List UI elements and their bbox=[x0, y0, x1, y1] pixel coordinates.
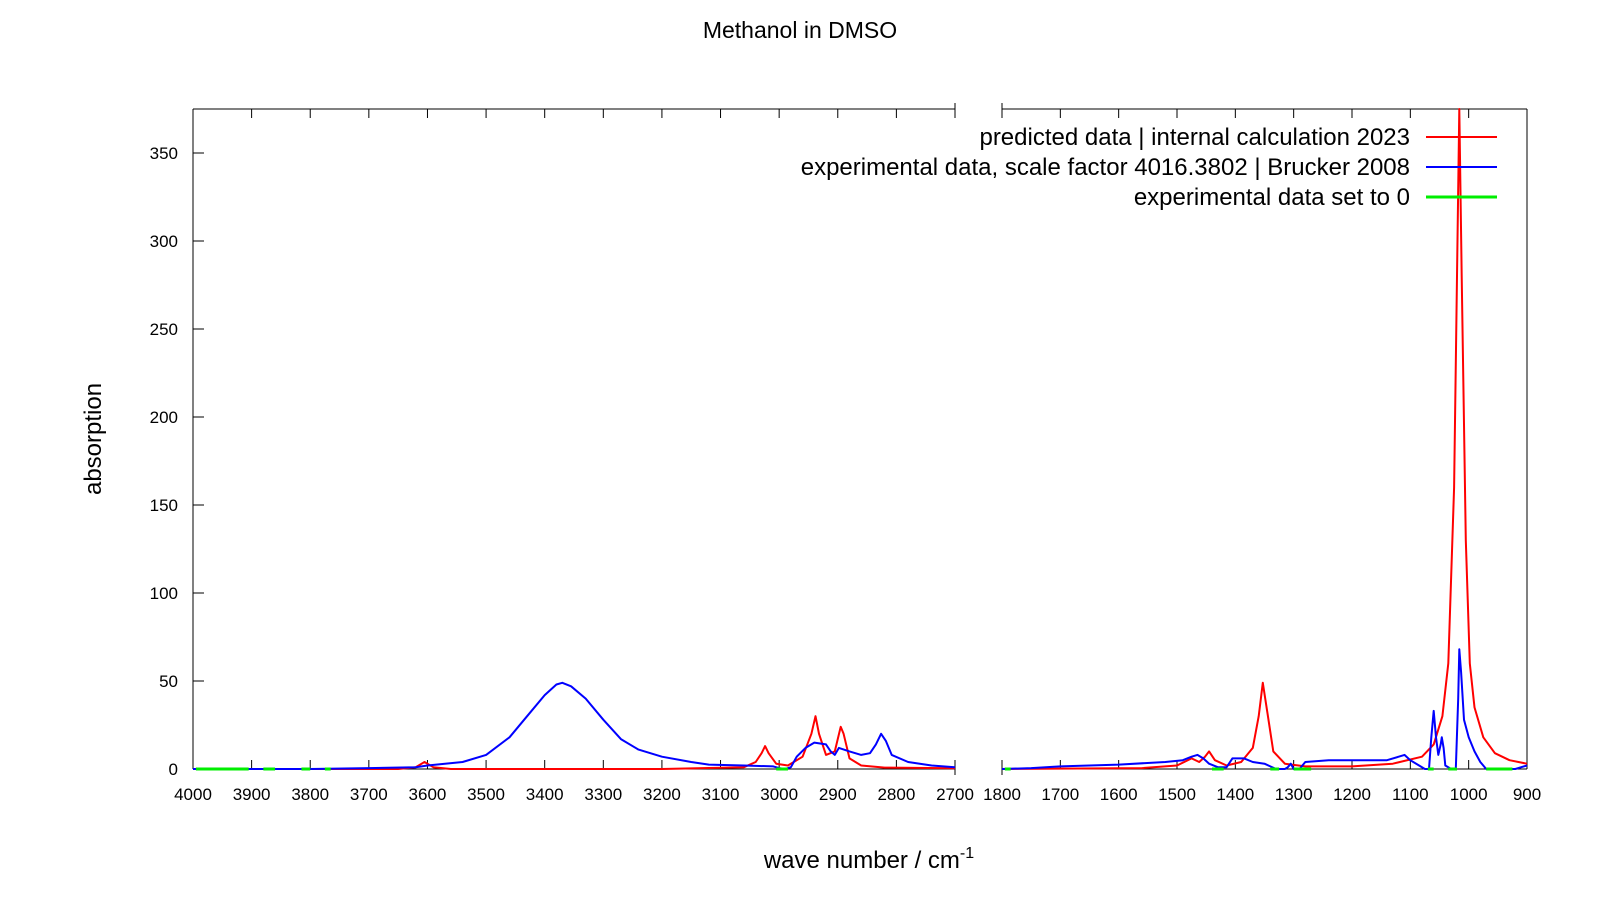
plot-panels: 4000 3900 3800 3700 3600 3500 3400 3300 3200 3100… bbox=[150, 103, 1541, 804]
y-tick-label: 0 bbox=[169, 760, 178, 779]
x-tick-label: 1200 bbox=[1333, 785, 1371, 804]
x-tick-label: 1400 bbox=[1216, 785, 1254, 804]
series-line bbox=[193, 715, 956, 770]
x-tick-label: 3600 bbox=[409, 785, 447, 804]
x-axis-label-exponent: -1 bbox=[960, 845, 974, 862]
y-tick-label: 150 bbox=[150, 496, 178, 515]
x-axis-label: wave number / cm-1 bbox=[763, 845, 974, 874]
x-tick-label: 900 bbox=[1513, 785, 1541, 804]
x-tick-label: 3200 bbox=[643, 785, 681, 804]
y-axis-label: absorption bbox=[80, 383, 107, 495]
series-line bbox=[1001, 108, 1528, 770]
y-tick-label: 100 bbox=[150, 584, 178, 603]
legend: predicted data | internal calculation 20… bbox=[801, 124, 1497, 211]
series-layer bbox=[193, 108, 1528, 771]
x-tick-label: 2800 bbox=[877, 785, 915, 804]
x-tick-label: 3400 bbox=[526, 785, 564, 804]
x-tick-label: 3500 bbox=[467, 785, 505, 804]
x-tick-label: 3700 bbox=[350, 785, 388, 804]
y-tick-label: 350 bbox=[150, 144, 178, 163]
series-line bbox=[193, 681, 956, 770]
x-tick-label: 3000 bbox=[760, 785, 798, 804]
x-tick-label: 1800 bbox=[983, 785, 1021, 804]
x-tick-label: 2700 bbox=[936, 785, 974, 804]
y-tick-label: 250 bbox=[150, 320, 178, 339]
x-tick-label: 3300 bbox=[584, 785, 622, 804]
x-tick-label: 3800 bbox=[291, 785, 329, 804]
y-tick-label: 200 bbox=[150, 408, 178, 427]
x-tick-label: 1300 bbox=[1275, 785, 1313, 804]
x-tick-label: 3100 bbox=[702, 785, 740, 804]
x-tick-label: 1600 bbox=[1100, 785, 1138, 804]
x-tick-label: 1500 bbox=[1158, 785, 1196, 804]
y-tick-label: 300 bbox=[150, 232, 178, 251]
y-tick-label: 50 bbox=[159, 672, 178, 691]
x-tick-label: 1100 bbox=[1392, 785, 1429, 804]
x-tick-label: 3900 bbox=[233, 785, 271, 804]
series-line bbox=[1001, 648, 1528, 770]
legend-label: experimental data, scale factor 4016.380… bbox=[801, 154, 1410, 181]
x-tick-label: 4000 bbox=[174, 785, 212, 804]
chart-title: Methanol in DMSO bbox=[703, 17, 897, 43]
x-tick-label: 1000 bbox=[1450, 785, 1488, 804]
legend-label: predicted data | internal calculation 20… bbox=[979, 124, 1410, 151]
legend-label: experimental data set to 0 bbox=[1134, 184, 1410, 211]
x-tick-label: 2900 bbox=[819, 785, 857, 804]
x-tick-label: 1700 bbox=[1041, 785, 1079, 804]
